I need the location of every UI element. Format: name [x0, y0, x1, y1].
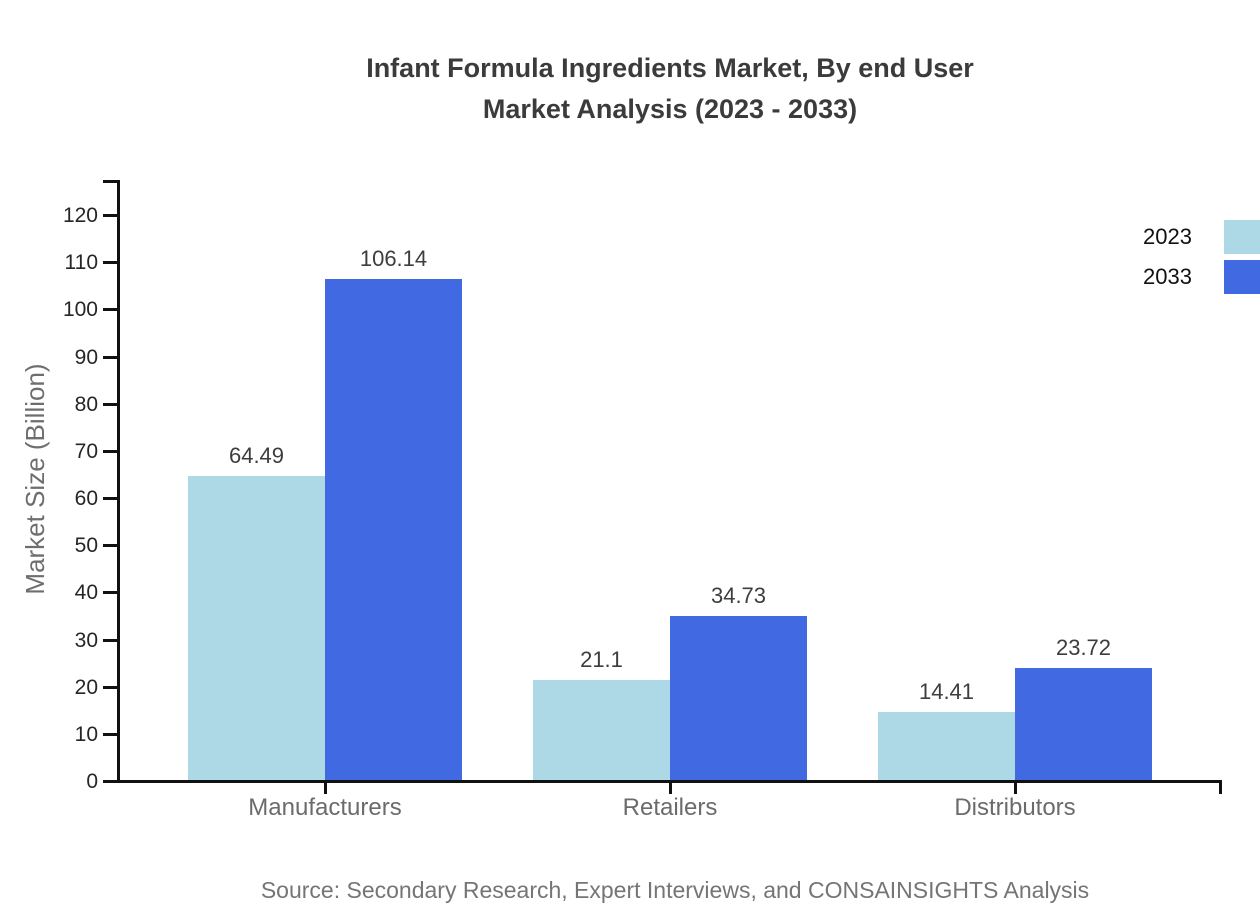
y-tick-label: 10: [74, 722, 98, 746]
chart-title: Infant Formula Ingredients Market, By en…: [80, 48, 1260, 130]
y-tick-label: 90: [74, 345, 98, 369]
y-tick-label: 40: [74, 581, 98, 605]
y-axis-tick: [103, 355, 118, 359]
y-tick-label: 110: [64, 251, 98, 275]
y-axis-tick: [103, 591, 118, 595]
bar-value-label: 34.73: [710, 583, 767, 609]
x-axis-end-tick: [1219, 780, 1222, 794]
y-tick-label: 20: [74, 675, 98, 699]
bar-2023-distributors: [878, 712, 1015, 780]
y-axis-tick: [103, 544, 118, 548]
y-tick-label: 30: [74, 628, 98, 652]
legend-swatch-2033: [1224, 260, 1260, 294]
x-axis-tick: [1014, 780, 1017, 794]
x-category-label-manufacturers: Manufacturers: [248, 794, 402, 821]
bar-2023-retailers: [533, 680, 670, 780]
bar-2023-manufacturers: [188, 475, 325, 780]
source-text: Source: Secondary Research, Expert Inter…: [260, 877, 1090, 903]
y-axis-tick: [103, 638, 118, 642]
bar-2033-distributors: [1015, 668, 1152, 780]
x-category-label-distributors: Distributors: [954, 794, 1076, 821]
y-axis-tick: [103, 261, 118, 265]
y-axis-tick: [103, 402, 118, 406]
y-axis-tick: [103, 685, 118, 689]
legend-swatch-2023: [1224, 220, 1260, 254]
y-tick-label: 100: [62, 298, 98, 322]
chart-title-line-1: Infant Formula Ingredients Market, By en…: [366, 53, 974, 83]
y-axis-tick: [103, 732, 118, 736]
y-axis-top-cap: [103, 180, 118, 183]
bar-value-label: 23.72: [1055, 635, 1112, 661]
bar-value-label: 21.1: [580, 647, 623, 673]
y-tick-label: 80: [74, 392, 98, 416]
y-axis-tick: [103, 308, 118, 312]
y-tick-label: 120: [62, 204, 98, 227]
y-tick-label: 70: [74, 439, 98, 463]
legend-label-2033: 2033: [1143, 264, 1192, 289]
y-axis-tick: [103, 449, 118, 453]
bar-value-label: 14.41: [918, 679, 975, 705]
y-tick-label: 60: [74, 487, 98, 510]
y-axis-line: [117, 180, 120, 783]
chart-title-line-2: Market Analysis (2023 - 2033): [482, 94, 858, 124]
x-category-label-retailers: Retailers: [622, 794, 718, 821]
bar-value-label: 64.49: [228, 442, 285, 468]
bar-value-label: 106.14: [359, 246, 428, 272]
bar-2033-retailers: [670, 616, 807, 780]
y-axis-tick: [103, 497, 118, 500]
x-axis-tick: [669, 780, 672, 794]
y-axis-tick: [103, 780, 118, 783]
y-tick-label: 50: [74, 534, 98, 558]
x-axis-tick: [324, 780, 327, 794]
y-tick-label: 0: [86, 770, 98, 793]
bar-2033-manufacturers: [325, 279, 462, 780]
legend-label-2023: 2023: [1143, 224, 1192, 249]
y-axis-tick: [103, 214, 118, 217]
